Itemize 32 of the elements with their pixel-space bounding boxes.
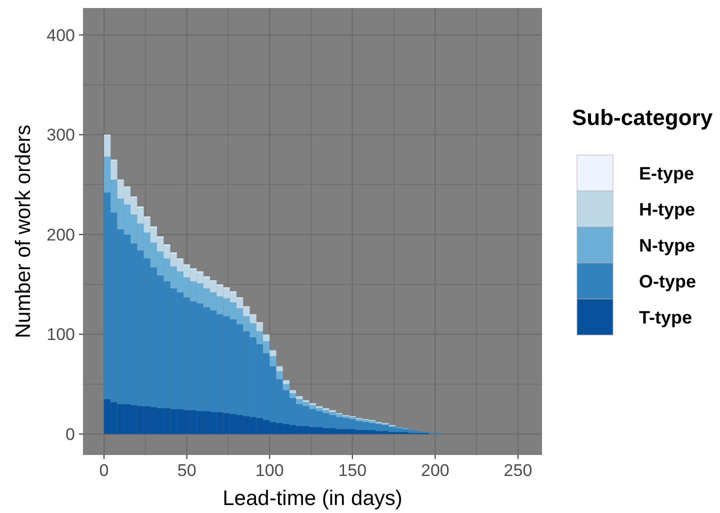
y-tick-label: 400	[46, 26, 75, 45]
legend-label: T-type	[639, 307, 692, 328]
bar	[276, 371, 283, 380]
x-tick-label: 200	[421, 461, 450, 480]
bar	[289, 390, 296, 394]
bar	[110, 160, 118, 180]
y-tick-label: 200	[46, 225, 75, 244]
x-tick-label: 250	[504, 461, 532, 480]
x-tick-label: 100	[255, 461, 284, 480]
legend-label: E-type	[639, 163, 694, 184]
y-tick-label: 300	[46, 126, 75, 145]
bar	[104, 136, 111, 157]
legend-label: N-type	[639, 235, 696, 256]
bar	[256, 323, 263, 332]
x-tick-label: 150	[338, 461, 367, 480]
y-tick-label: 0	[66, 424, 75, 444]
bar	[289, 393, 296, 398]
y-axis-title: Number of work orders	[12, 124, 35, 338]
x-axis-title: Lead-time (in days)	[222, 487, 402, 510]
bar	[262, 334, 270, 342]
y-tick-label: 100	[46, 325, 75, 344]
x-tick-label: 0	[99, 461, 109, 480]
legend-label: O-type	[639, 271, 696, 292]
bar	[276, 366, 283, 372]
x-tick-label: 50	[177, 461, 196, 480]
bar	[270, 356, 276, 366]
bar	[282, 384, 290, 390]
bar	[296, 396, 303, 400]
legend-title: Sub-category	[572, 105, 714, 130]
bar	[282, 380, 290, 384]
legend-label: H-type	[639, 199, 696, 220]
bar	[270, 350, 276, 356]
